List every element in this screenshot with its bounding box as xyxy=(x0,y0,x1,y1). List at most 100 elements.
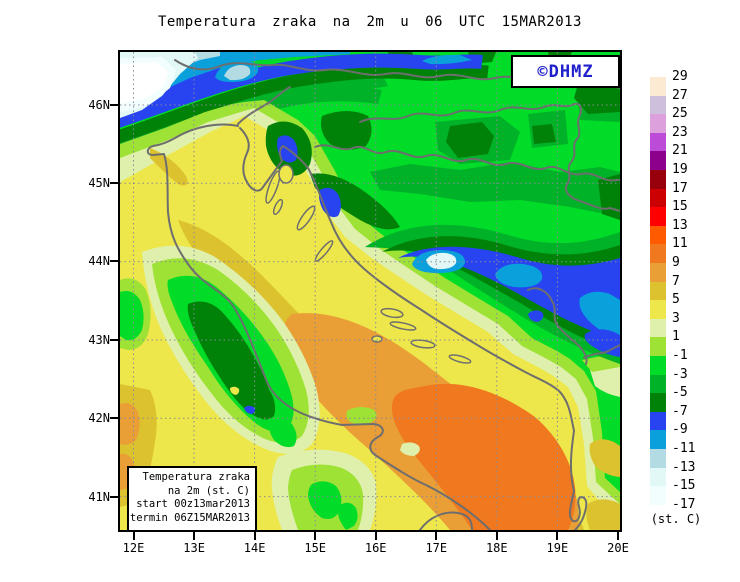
colorbar-tick-label: 3 xyxy=(672,310,680,326)
graticule-grid xyxy=(120,52,620,530)
nw-cold-core xyxy=(120,62,168,104)
info-line: termin 06Z15MAR2013 xyxy=(129,511,250,524)
lon-label-15E: 15E xyxy=(304,541,327,555)
lon-tick xyxy=(253,532,256,540)
map-frame: ©DHMZ Temperatura zraka na 2m (st. C) st… xyxy=(118,50,622,532)
info-line: start 00z13mar2013 xyxy=(136,498,250,510)
lat-tick xyxy=(110,417,118,419)
colorbar-box xyxy=(650,95,666,115)
colorbar-tick-label: 27 xyxy=(672,87,688,103)
lat-tick xyxy=(110,104,118,106)
lat-label-45N: 45N xyxy=(88,176,110,190)
colorbar-box xyxy=(650,300,666,320)
colorbar-tick-label: -1 xyxy=(672,348,688,363)
hungary-border-line xyxy=(359,102,620,212)
colorbar-box xyxy=(650,170,666,190)
lon-tick xyxy=(556,532,559,540)
apennine-cold-patch xyxy=(120,245,420,530)
lat-label-41N: 41N xyxy=(88,490,110,504)
colorbar-box xyxy=(650,244,666,264)
lat-label-46N: 46N xyxy=(88,98,110,112)
info-line: Temperatura zraka xyxy=(142,471,250,483)
colorbar-box xyxy=(650,430,666,450)
colorbar-box xyxy=(650,337,666,357)
colorbar-tick-label: 25 xyxy=(672,106,688,122)
colorbar-tick-label: 13 xyxy=(672,217,688,233)
colorbar-box xyxy=(650,318,666,338)
colorbar-box xyxy=(650,449,666,469)
colorbar-tick-label: 29 xyxy=(672,69,688,84)
colorbar-box xyxy=(650,393,666,413)
lon-label-17E: 17E xyxy=(425,541,448,555)
lon-label-18E: 18E xyxy=(485,541,508,555)
lon-tick xyxy=(132,532,135,540)
dhmz-watermark-badge: ©DHMZ xyxy=(511,55,620,88)
colorbar-box xyxy=(650,263,666,283)
colorbar-box xyxy=(650,77,666,97)
dalmatian-islands xyxy=(265,164,472,364)
colorbar-tick-label: -3 xyxy=(672,366,688,382)
lon-label-19E: 19E xyxy=(546,541,569,555)
colorbar-box xyxy=(650,151,666,171)
colorbar-tick-label: -15 xyxy=(672,478,696,494)
colorbar-tick-label: -17 xyxy=(672,496,696,512)
colorbar-box xyxy=(650,207,666,227)
lon-label-16E: 16E xyxy=(364,541,387,555)
italy-coastline xyxy=(146,123,491,530)
colorbar-tick-label: -9 xyxy=(672,422,688,438)
colorbar-tick-label: 19 xyxy=(672,162,688,177)
lat-label-43N: 43N xyxy=(88,333,110,347)
lat-tick xyxy=(110,260,118,262)
colorbar-box xyxy=(650,281,666,301)
lon-tick xyxy=(374,532,377,540)
colorbar-unit-label: (st. C) xyxy=(650,512,702,526)
lon-tick xyxy=(314,532,317,540)
colorbar-tick-label: -7 xyxy=(672,403,688,419)
lon-label-14E: 14E xyxy=(243,541,266,555)
page-title: Temperatura zraka na 2m u 06 UTC 15MAR20… xyxy=(157,14,582,30)
colorbar-tick-label: -13 xyxy=(672,459,696,475)
lon-tick xyxy=(617,532,619,540)
croatia-coastline xyxy=(239,127,588,530)
colorbar-box xyxy=(650,374,666,394)
colorbar-tick-label: 5 xyxy=(672,292,680,308)
lon-tick xyxy=(495,532,498,540)
coastlines-and-borders xyxy=(146,59,620,530)
colorbar-box xyxy=(650,467,666,487)
colorbar-tick-label: -5 xyxy=(672,385,688,401)
colorbar-box xyxy=(650,225,666,245)
map-info-box: Temperatura zraka na 2m (st. C) start 00… xyxy=(127,466,257,532)
lat-tick xyxy=(110,496,118,498)
lat-label-44N: 44N xyxy=(88,254,110,268)
lon-tick xyxy=(435,532,438,540)
lon-tick xyxy=(193,532,196,540)
colorbar-box xyxy=(650,114,666,134)
colorbar-box xyxy=(650,486,666,506)
colorbar-tick-label: 9 xyxy=(672,255,680,270)
colorbar-box xyxy=(650,132,666,152)
colorbar-box xyxy=(650,188,666,208)
taranto-gulf-coastline xyxy=(419,511,473,530)
colorbar-box xyxy=(650,356,666,376)
colorbar-tick-label: 15 xyxy=(672,199,688,215)
colorbar-tick-label: -11 xyxy=(672,441,696,456)
colorbar-tick-label: 11 xyxy=(672,236,688,252)
lon-label-20E: 20E xyxy=(607,541,629,555)
colorbar-tick-label: 21 xyxy=(672,143,688,159)
montenegro-border-line xyxy=(527,287,620,365)
colorbar-box xyxy=(650,411,666,431)
colorbar-tick-label: 23 xyxy=(672,124,688,140)
slovenia-border-line xyxy=(237,86,291,125)
info-line: na 2m (st. C) xyxy=(167,484,250,497)
dhmz-watermark-text: ©DHMZ xyxy=(537,61,594,82)
lat-label-42N: 42N xyxy=(88,411,110,425)
colorbar-tick-label: 7 xyxy=(672,273,680,289)
sava-border-line xyxy=(314,144,620,182)
south-adriatic-warm-core xyxy=(391,383,576,530)
temperature-field xyxy=(120,52,620,530)
lon-label-13E: 13E xyxy=(183,541,205,555)
lat-tick xyxy=(110,182,118,184)
temperature-map xyxy=(120,52,620,530)
lon-label-12E: 12E xyxy=(122,541,145,555)
colorbar-tick-label: 17 xyxy=(672,180,688,196)
